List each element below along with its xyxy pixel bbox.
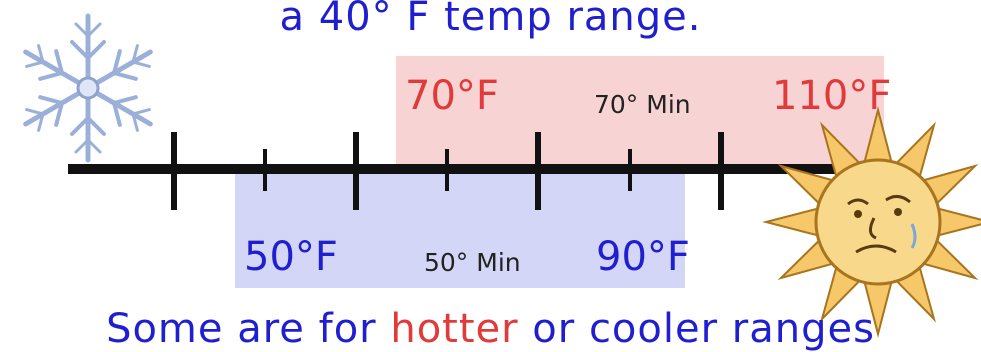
cool-range-note: 50° Min bbox=[424, 248, 521, 277]
bottom-caption: Some are for hotter or cooler ranges bbox=[0, 306, 981, 352]
cool-range-high-label: 90°F bbox=[596, 234, 690, 280]
hot-range-low-label: 70°F bbox=[405, 73, 499, 119]
cool-range-band bbox=[235, 170, 685, 288]
temperature-scale bbox=[0, 13, 981, 338]
hot-range-band bbox=[396, 56, 884, 168]
hot-range-high-label: 110°F bbox=[772, 73, 892, 119]
cool-range-low-label: 50°F bbox=[244, 234, 338, 280]
caption-after: or cooler ranges bbox=[518, 306, 875, 352]
page-title: a 40° F temp range. bbox=[279, 0, 702, 40]
snowflake-icon bbox=[18, 13, 159, 160]
caption-highlight: hotter bbox=[390, 306, 519, 352]
caption-before: Some are for bbox=[106, 306, 391, 352]
sun-icon bbox=[762, 106, 981, 338]
hot-range-note: 70° Min bbox=[594, 90, 691, 119]
